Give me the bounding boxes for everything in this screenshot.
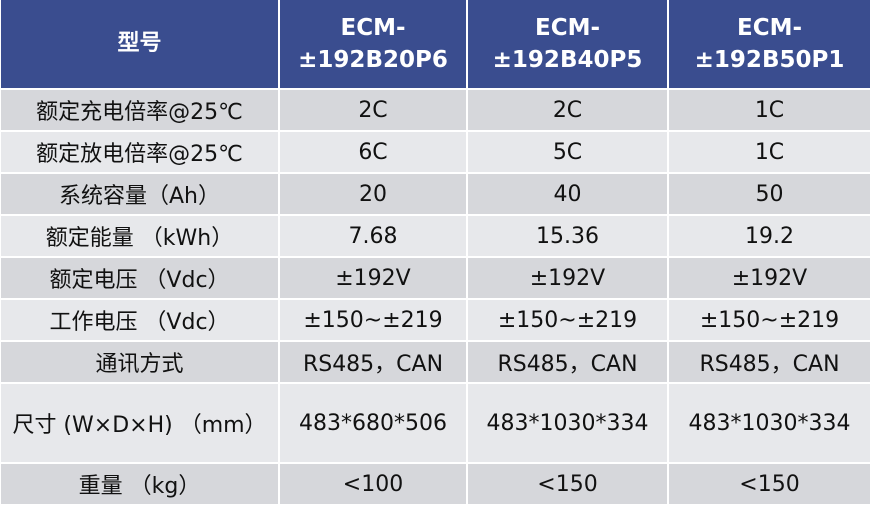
cell-value: 6C	[280, 132, 468, 174]
cell-value: 20	[280, 174, 468, 216]
model-3-line2: ±192B50P1	[694, 47, 845, 73]
cell-value: 483*1030*334	[669, 384, 872, 464]
cell-value: 1C	[669, 132, 872, 174]
cell-value: 7.68	[280, 216, 468, 258]
row-label: 工作电压 （Vdc）	[1, 300, 280, 342]
row-label: 额定放电倍率@25℃	[1, 132, 280, 174]
row-label: 重量 （kg）	[1, 464, 280, 506]
cell-value: 19.2	[669, 216, 872, 258]
model-2-line2: ±192B40P5	[492, 47, 643, 73]
cell-value: ±150~±219	[468, 300, 669, 342]
cell-value: RS485，CAN	[280, 342, 468, 384]
table-row: 尺寸 (W×D×H) （mm） 483*680*506 483*1030*334…	[1, 384, 872, 464]
model-header-3: ECM- ±192B50P1	[669, 0, 872, 90]
row-label: 额定电压 （Vdc）	[1, 258, 280, 300]
cell-value: ±192V	[468, 258, 669, 300]
cell-value: 483*680*506	[280, 384, 468, 464]
cell-value: <100	[280, 464, 468, 506]
table-row: 额定电压 （Vdc） ±192V ±192V ±192V	[1, 258, 872, 300]
cell-value: ±192V	[669, 258, 872, 300]
cell-value: <150	[669, 464, 872, 506]
table-row: 重量 （kg） <100 <150 <150	[1, 464, 872, 506]
model-1-line1: ECM-	[340, 15, 406, 41]
model-2-line1: ECM-	[534, 15, 601, 41]
row-label: 尺寸 (W×D×H) （mm）	[1, 384, 280, 464]
table-row: 额定充电倍率@25℃ 2C 2C 1C	[1, 90, 872, 132]
model-header-2: ECM- ±192B40P5	[468, 0, 669, 90]
table-row: 系统容量（Ah） 20 40 50	[1, 174, 872, 216]
cell-value: ±150~±219	[669, 300, 872, 342]
cell-value: <150	[468, 464, 669, 506]
cell-value: ±150~±219	[280, 300, 468, 342]
model-header-1: ECM- ±192B20P6	[280, 0, 468, 90]
cell-value: 2C	[280, 90, 468, 132]
model-1-line2: ±192B20P6	[298, 47, 448, 73]
header-label: 型号	[1, 0, 280, 90]
cell-value: 15.36	[468, 216, 669, 258]
table-row: 工作电压 （Vdc） ±150~±219 ±150~±219 ±150~±219	[1, 300, 872, 342]
header-row: 型号 ECM- ±192B20P6 ECM- ±192B40P5 ECM- ±1…	[1, 0, 872, 90]
cell-value: 50	[669, 174, 872, 216]
cell-value: 5C	[468, 132, 669, 174]
row-label: 通讯方式	[1, 342, 280, 384]
row-label: 额定充电倍率@25℃	[1, 90, 280, 132]
row-label: 额定能量 （kWh）	[1, 216, 280, 258]
cell-value: 483*1030*334	[468, 384, 669, 464]
cell-value: RS485，CAN	[669, 342, 872, 384]
table-row: 额定放电倍率@25℃ 6C 5C 1C	[1, 132, 872, 174]
cell-value: 2C	[468, 90, 669, 132]
table-row: 额定能量 （kWh） 7.68 15.36 19.2	[1, 216, 872, 258]
cell-value: 40	[468, 174, 669, 216]
row-label: 系统容量（Ah）	[1, 174, 280, 216]
table-row: 通讯方式 RS485，CAN RS485，CAN RS485，CAN	[1, 342, 872, 384]
cell-value: RS485，CAN	[468, 342, 669, 384]
cell-value: ±192V	[280, 258, 468, 300]
model-3-line1: ECM-	[736, 15, 803, 41]
cell-value: 1C	[669, 90, 872, 132]
